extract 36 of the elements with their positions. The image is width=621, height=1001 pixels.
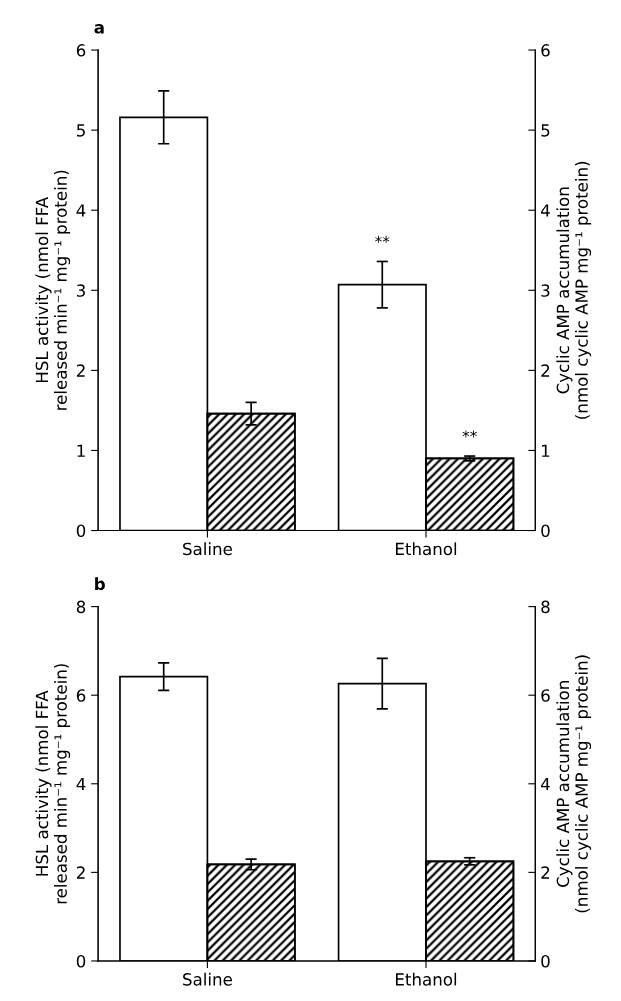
y-tick-label: 3 xyxy=(76,284,85,297)
y-axis-title: HSL activity (nmol FFA released min⁻¹ mg⁻¹ protein) xyxy=(35,170,71,410)
data-label: ** xyxy=(375,235,390,243)
y-tick-label: 4 xyxy=(76,204,86,217)
y-tick-label: 5 xyxy=(76,124,85,137)
y2-tick-label: 4 xyxy=(540,777,550,791)
y-tick-label: 6 xyxy=(76,44,86,57)
y2-tick-label: 5 xyxy=(541,124,550,137)
y2-tick-label: 6 xyxy=(541,689,550,702)
y2-tick-label: 2 xyxy=(541,866,550,879)
y-tick-label: 6 xyxy=(76,689,86,702)
y2-axis-title: Cyclic AMP accumulation (nmol cyclic AMP mg⁻¹ protein) xyxy=(556,655,592,913)
y2-tick-label: 8 xyxy=(541,600,550,614)
y-tick-label: 2 xyxy=(76,866,85,879)
y-tick-label: 0 xyxy=(76,954,86,968)
x-tick-label: Saline xyxy=(183,542,232,556)
chart-title: a xyxy=(94,24,104,34)
y2-tick-label: 0 xyxy=(541,954,550,968)
x-tick-label: Ethanol xyxy=(396,972,457,986)
y-tick-label: 2 xyxy=(76,364,85,377)
x-tick-label: Saline xyxy=(183,972,232,986)
y-tick-label: 4 xyxy=(76,777,86,791)
y2-tick-label: 4 xyxy=(540,204,550,217)
y2-axis-title: Cyclic AMP accumulation (nmol cyclic AMP mg⁻¹ protein) xyxy=(556,161,592,419)
chart-title: b xyxy=(95,577,105,591)
y2-tick-label: 0 xyxy=(541,524,550,538)
y2-tick-label: 1 xyxy=(541,444,550,457)
y-tick-label: 8 xyxy=(76,600,86,614)
y-tick-label: 1 xyxy=(77,444,85,457)
y-axis-title: HSL activity (nmol FFA released min⁻¹ mg⁻¹ protein) xyxy=(35,664,71,904)
x-tick-label: Ethanol xyxy=(396,542,457,556)
data-label: ** xyxy=(462,430,477,438)
y-tick-label: 0 xyxy=(76,524,86,538)
y2-tick-label: 6 xyxy=(541,44,550,57)
y2-tick-label: 3 xyxy=(541,284,550,297)
y2-tick-label: 2 xyxy=(541,364,550,377)
